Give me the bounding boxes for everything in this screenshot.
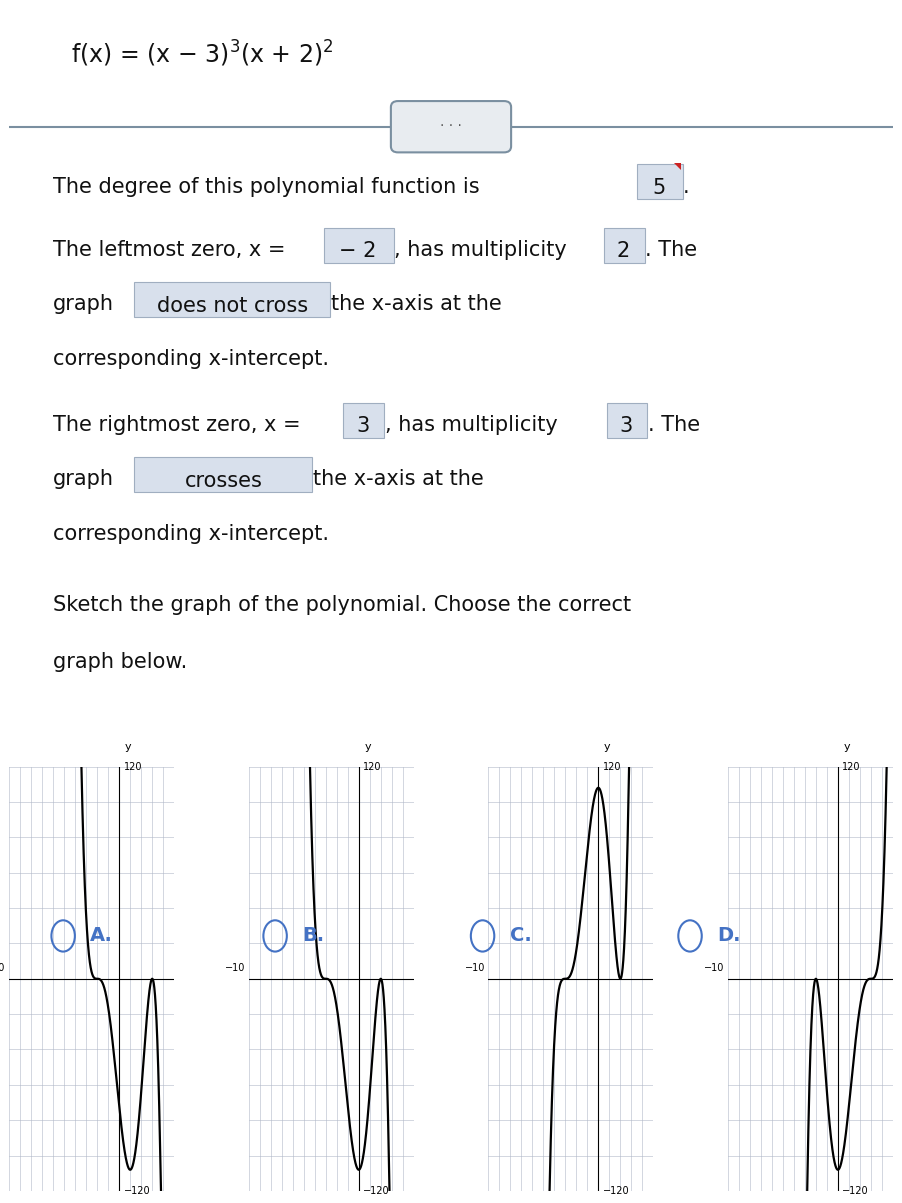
- Text: C.: C.: [510, 926, 531, 946]
- Text: 2: 2: [617, 242, 630, 261]
- Text: −10: −10: [0, 964, 5, 973]
- Text: D.: D.: [717, 926, 741, 946]
- FancyBboxPatch shape: [604, 227, 645, 262]
- Text: B.: B.: [302, 926, 325, 946]
- Text: . The: . The: [649, 415, 700, 435]
- Text: f(x) = (x $-$ 3)$^3$(x + 2)$^2$: f(x) = (x $-$ 3)$^3$(x + 2)$^2$: [71, 38, 334, 69]
- Text: −120: −120: [124, 1186, 151, 1196]
- Text: , has multiplicity: , has multiplicity: [384, 415, 557, 435]
- Text: graph below.: graph below.: [53, 652, 188, 671]
- Text: corresponding x-intercept.: corresponding x-intercept.: [53, 523, 329, 544]
- Text: − 2: − 2: [339, 242, 377, 261]
- Text: does not cross: does not cross: [157, 296, 308, 315]
- Text: graph: graph: [53, 469, 115, 490]
- Text: 120: 120: [124, 761, 143, 771]
- Text: The leftmost zero, x =: The leftmost zero, x =: [53, 239, 286, 260]
- Polygon shape: [674, 162, 681, 171]
- Text: · · ·: · · ·: [440, 119, 462, 134]
- Text: 120: 120: [364, 761, 382, 771]
- Text: y: y: [603, 742, 611, 752]
- FancyBboxPatch shape: [133, 283, 330, 316]
- Text: graph: graph: [53, 295, 115, 314]
- Text: the x-axis at the: the x-axis at the: [313, 469, 483, 490]
- FancyBboxPatch shape: [343, 403, 384, 438]
- Text: 5: 5: [652, 178, 666, 198]
- Text: y: y: [843, 742, 850, 752]
- FancyBboxPatch shape: [637, 165, 683, 200]
- Text: −10: −10: [704, 964, 724, 973]
- Text: −120: −120: [842, 1186, 869, 1196]
- Text: 120: 120: [603, 761, 621, 771]
- Text: , has multiplicity: , has multiplicity: [394, 239, 567, 260]
- Text: 3: 3: [620, 416, 632, 437]
- Text: the x-axis at the: the x-axis at the: [331, 295, 502, 314]
- Text: . The: . The: [646, 239, 697, 260]
- FancyBboxPatch shape: [606, 403, 648, 438]
- Text: −120: −120: [603, 1186, 630, 1196]
- Text: y: y: [124, 742, 132, 752]
- Text: −10: −10: [465, 964, 485, 973]
- Text: Sketch the graph of the polynomial. Choose the correct: Sketch the graph of the polynomial. Choo…: [53, 594, 631, 615]
- Text: corresponding x-intercept.: corresponding x-intercept.: [53, 349, 329, 368]
- Text: 3: 3: [356, 416, 369, 437]
- Text: .: .: [683, 177, 689, 196]
- Text: −120: −120: [364, 1186, 390, 1196]
- Text: A.: A.: [90, 926, 113, 946]
- Text: The degree of this polynomial function is: The degree of this polynomial function i…: [53, 177, 480, 196]
- FancyBboxPatch shape: [391, 101, 511, 153]
- FancyBboxPatch shape: [324, 227, 393, 262]
- Text: crosses: crosses: [185, 470, 262, 491]
- Text: 120: 120: [842, 761, 861, 771]
- Text: −10: −10: [225, 964, 245, 973]
- Text: The rightmost zero, x =: The rightmost zero, x =: [53, 415, 301, 435]
- FancyBboxPatch shape: [133, 457, 312, 492]
- Text: y: y: [364, 742, 371, 752]
